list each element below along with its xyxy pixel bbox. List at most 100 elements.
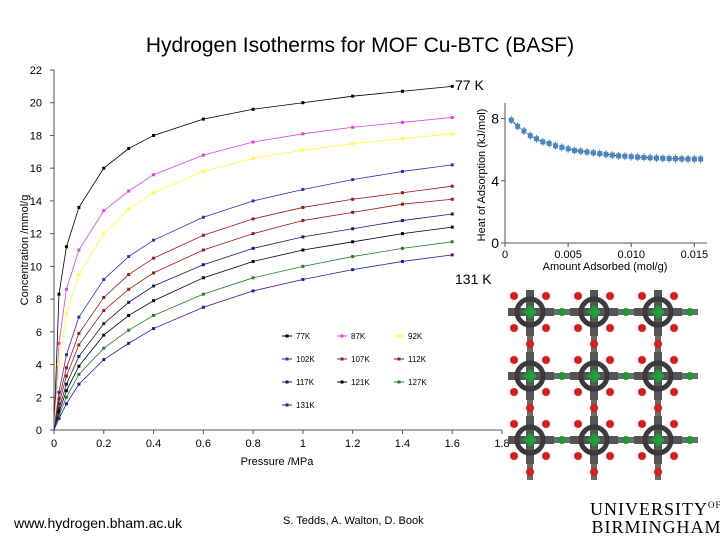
inset-data-point bbox=[540, 139, 546, 145]
data-point bbox=[102, 358, 106, 362]
x-tick-label: 1.6 bbox=[445, 438, 460, 450]
y-tick-label: 6 bbox=[36, 327, 42, 339]
data-point bbox=[152, 191, 156, 195]
data-point bbox=[351, 210, 355, 214]
data-point bbox=[201, 263, 205, 267]
series-107K bbox=[53, 184, 454, 431]
legend-item: 92K bbox=[394, 332, 423, 341]
data-point bbox=[152, 238, 156, 242]
data-point bbox=[152, 299, 156, 303]
data-point bbox=[127, 147, 131, 151]
mof-oxygen bbox=[574, 324, 582, 332]
mof-ring bbox=[642, 360, 674, 392]
mof-oxygen bbox=[542, 420, 550, 428]
data-point bbox=[57, 397, 61, 401]
mof-ring bbox=[578, 296, 610, 328]
footer-authors: S. Tedds, A. Walton, D. Book bbox=[283, 515, 424, 527]
data-point bbox=[301, 277, 305, 281]
mof-oxygen bbox=[542, 324, 550, 332]
y-tick-label: 10 bbox=[30, 261, 42, 273]
mof-oxygen bbox=[654, 468, 662, 476]
mof-cell bbox=[634, 290, 698, 352]
inset-data-point bbox=[584, 149, 590, 155]
data-point bbox=[251, 156, 255, 160]
inset-data-point bbox=[622, 153, 628, 159]
data-point bbox=[102, 333, 106, 337]
x-axis-label: Pressure /MPa bbox=[241, 456, 315, 468]
data-point bbox=[351, 240, 355, 244]
mof-node bbox=[622, 436, 630, 444]
mof-node bbox=[650, 368, 666, 384]
data-point bbox=[201, 248, 205, 252]
mof-crystal-structure-image bbox=[508, 290, 698, 480]
inset-data-point bbox=[679, 156, 685, 162]
mof-oxygen bbox=[574, 356, 582, 364]
x-tick-label: 1 bbox=[300, 438, 306, 450]
inset-series bbox=[508, 116, 704, 163]
series-77K bbox=[53, 84, 454, 431]
mof-ring bbox=[514, 360, 546, 392]
data-point bbox=[400, 246, 404, 250]
data-point bbox=[152, 313, 156, 317]
data-point bbox=[77, 205, 81, 209]
series-127K bbox=[53, 240, 454, 431]
mof-oxygen bbox=[670, 292, 678, 300]
data-point bbox=[77, 248, 81, 252]
data-point bbox=[400, 169, 404, 173]
mof-oxygen bbox=[590, 340, 598, 348]
data-point bbox=[450, 253, 454, 257]
mof-oxygen bbox=[606, 356, 614, 364]
inset-data-point bbox=[616, 153, 622, 159]
data-point bbox=[152, 327, 156, 331]
data-point bbox=[450, 184, 454, 188]
legend-item: 127K bbox=[394, 378, 427, 387]
data-point bbox=[57, 417, 61, 421]
inset-data-point bbox=[641, 154, 647, 160]
series-131K bbox=[53, 253, 454, 431]
mof-oxygen bbox=[510, 388, 518, 396]
series-line bbox=[53, 185, 453, 431]
data-point bbox=[251, 140, 255, 144]
data-point bbox=[351, 178, 355, 182]
data-point bbox=[102, 322, 106, 326]
legend-swatch bbox=[285, 380, 289, 384]
inset-data-point bbox=[660, 155, 666, 161]
data-point bbox=[251, 246, 255, 250]
legend-item: 112K bbox=[394, 355, 427, 364]
y-tick-label: 12 bbox=[30, 229, 42, 241]
data-point bbox=[152, 173, 156, 177]
label-131k: 131 K bbox=[455, 271, 492, 287]
mof-ring bbox=[514, 296, 546, 328]
data-point bbox=[127, 287, 131, 291]
mof-oxygen bbox=[606, 388, 614, 396]
logo-of: OF bbox=[708, 500, 720, 510]
data-point bbox=[127, 255, 131, 259]
mof-node bbox=[686, 372, 694, 380]
data-point bbox=[450, 163, 454, 167]
inset-data-point bbox=[698, 156, 704, 162]
data-point bbox=[351, 268, 355, 272]
data-point bbox=[77, 315, 81, 319]
mof-oxygen bbox=[526, 468, 534, 476]
inset-y-axis-label: Heat of Adsorption (kJ/mol) bbox=[476, 109, 488, 242]
mof-oxygen bbox=[510, 420, 518, 428]
legend-label: 92K bbox=[408, 332, 423, 341]
data-point bbox=[301, 264, 305, 268]
mof-oxygen bbox=[654, 404, 662, 412]
mof-oxygen bbox=[670, 388, 678, 396]
mof-node bbox=[586, 304, 602, 320]
data-point bbox=[400, 137, 404, 141]
x-tick-label: 1.8 bbox=[494, 438, 509, 450]
x-tick-label: 1.2 bbox=[345, 438, 360, 450]
mof-oxygen bbox=[510, 356, 518, 364]
inset-data-point bbox=[578, 148, 584, 154]
inset-data-point bbox=[609, 152, 615, 158]
main-axes: 0 0.2 0.4 0.6 0.8 1 1.2 1.4 1.6 1.8 0 2 4 6 8 10 12 14 16 1… bbox=[30, 65, 510, 450]
main-series bbox=[53, 84, 454, 431]
data-point bbox=[64, 287, 68, 291]
legend-swatch bbox=[397, 380, 401, 384]
mof-oxygen bbox=[638, 324, 646, 332]
y-tick-label: 18 bbox=[30, 130, 42, 142]
mof-cell bbox=[570, 352, 634, 416]
series-121K bbox=[53, 225, 454, 431]
